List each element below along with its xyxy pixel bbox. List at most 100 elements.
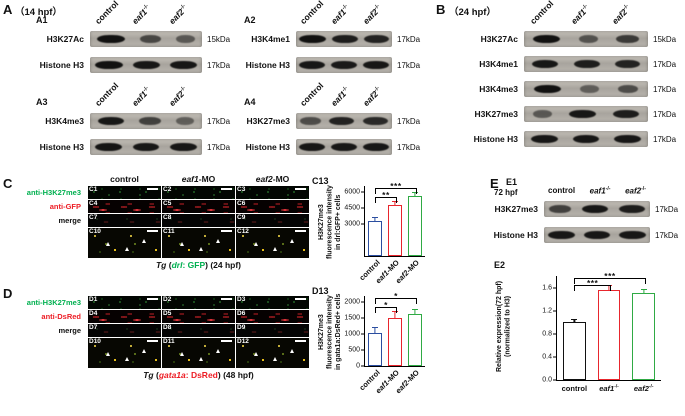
- micrograph-D1: D1: [88, 296, 161, 309]
- y-tick: [361, 317, 365, 319]
- caption-c: Tg (drl: GFP) (24 hpf): [88, 260, 309, 270]
- scale-bar: [295, 188, 306, 190]
- micrograph-C2: C2: [162, 186, 235, 199]
- protein-band: [531, 135, 558, 143]
- micrograph-D10: D10: [88, 338, 161, 368]
- caption-part: : GFP: [182, 260, 206, 270]
- group-label-eaf1: eaf1-/-: [569, 3, 590, 27]
- error-bar: [374, 217, 376, 221]
- micrograph-D2: D2: [162, 296, 235, 309]
- significance-bracket: **: [374, 190, 397, 203]
- blot-strip: [524, 106, 648, 122]
- scale-bar: [147, 230, 158, 232]
- blot-strip: [544, 227, 650, 243]
- bar-eaf2: [408, 314, 422, 366]
- group-label-eaf2: eaf2-/-: [609, 3, 631, 27]
- y-tick: [361, 349, 365, 351]
- arrowhead-icon: [216, 238, 221, 243]
- group-label-eaf2: eaf2-/-: [625, 186, 646, 196]
- protein-label: H3K27Ac: [46, 34, 84, 44]
- micrograph-label: C5: [163, 200, 172, 207]
- molecular-weight-label: 17kDa: [397, 60, 421, 70]
- error-bar-cap: [392, 200, 398, 203]
- caption-part: Tg: [143, 370, 156, 380]
- western-blot-a3: H3K4me3 17kDa Histone H3 17kDa: [2, 112, 230, 156]
- error-bar-cap: [371, 216, 378, 218]
- group-label-eaf2: eaf2-/-: [360, 3, 382, 27]
- protein-band: [581, 205, 609, 213]
- bar-control: [562, 322, 586, 380]
- caption-part: : DsRed: [185, 370, 218, 380]
- micrograph-D11: D11: [162, 338, 235, 368]
- x-label-eaf2: eaf2-/-: [633, 384, 654, 393]
- arrowhead-icon: [272, 246, 277, 251]
- error-bar: [374, 328, 376, 333]
- protein-band: [533, 85, 561, 93]
- channel-label-merge: merge: [58, 216, 81, 225]
- protein-band: [332, 35, 358, 43]
- group-label-eaf1: eaf1-MO: [181, 174, 216, 184]
- protein-band: [548, 231, 575, 239]
- protein-band: [616, 35, 639, 43]
- y-tick: [553, 379, 557, 381]
- protein-band: [362, 143, 390, 151]
- significance-bracket: *: [374, 291, 417, 305]
- protein-band: [618, 205, 645, 213]
- arrowhead-icon: [216, 348, 221, 353]
- panel-label-a4: A4: [244, 97, 256, 107]
- protein-label: H3K4me3: [479, 84, 518, 94]
- arrowhead-icon: [142, 348, 147, 353]
- western-blot-b: H3K27Ac 15kDa H3K4me1 17kDa H3K4me3 17kDa H3K2…: [436, 30, 676, 148]
- channel-label-anti-H3K27me3: anti-H3K27me3: [26, 188, 81, 197]
- scale-bar: [221, 340, 232, 342]
- chart-e2: 0.0 0.4 0.8 1.2 1.6 control eaf1-/- eaf2-/- *** *…: [542, 271, 661, 393]
- bar-eaf1: [388, 318, 402, 366]
- channel-label-merge: merge: [58, 326, 81, 335]
- blot-strip: [90, 31, 202, 47]
- molecular-weight-label: 17kDa: [655, 204, 679, 214]
- protein-band: [583, 231, 611, 239]
- group-label-eaf2: eaf2-/-: [360, 85, 382, 108]
- significance-label: *: [384, 299, 388, 310]
- group-label-control: control: [93, 80, 121, 108]
- error-bar-cap: [371, 327, 378, 329]
- y-tick: [361, 223, 365, 225]
- micrograph-D5: D5: [162, 310, 235, 323]
- arrowhead-icon: [106, 351, 111, 356]
- blot-strip: [296, 113, 392, 129]
- arrowhead-icon: [124, 246, 129, 251]
- panel-a-stage: （14 hpf）: [15, 7, 62, 18]
- protein-band: [615, 60, 641, 68]
- y-tick: [553, 287, 557, 289]
- protein-band: [549, 205, 571, 213]
- micrograph-C9: C9: [236, 214, 309, 227]
- y-tick: [361, 333, 365, 335]
- micrograph-D8: D8: [162, 324, 235, 337]
- protein-band: [569, 110, 596, 118]
- protein-band: [176, 117, 195, 125]
- lane-headers-a1: control eaf1-/- eaf2-/-: [90, 0, 202, 28]
- error-bar-cap: [571, 318, 578, 320]
- significance-label: *: [394, 291, 398, 302]
- significance-bracket: ***: [574, 278, 611, 292]
- arrowhead-icon: [198, 246, 203, 251]
- bar-eaf2: [408, 195, 422, 256]
- protein-band: [330, 143, 358, 151]
- blot-strip: [296, 31, 392, 47]
- group-label-control: control: [297, 80, 325, 108]
- molecular-weight-label: 17kDa: [397, 142, 421, 152]
- arrowhead-icon: [124, 356, 129, 361]
- group-label-control: control: [110, 174, 139, 184]
- micrograph-label: D8: [163, 324, 172, 331]
- blot-strip: [544, 201, 650, 217]
- western-blot-e1: H3K27me3 17kDa Histone H3 17kDa: [458, 200, 678, 244]
- significance-bracket: ***: [374, 181, 417, 195]
- micrograph-C12: C12: [236, 228, 309, 258]
- x-label-control: control: [561, 384, 588, 393]
- chart-d13: 0 500 1000 1500 2000 control eaf1-MO eaf2-MO * *: [344, 291, 425, 395]
- x-label-eaf1: eaf1-/-: [599, 384, 619, 393]
- y-tick-label: 1.6: [542, 284, 552, 292]
- protein-band: [363, 35, 390, 43]
- western-blot-a1: H3K27Ac 15kDa Histone H3 17kDa: [2, 30, 230, 74]
